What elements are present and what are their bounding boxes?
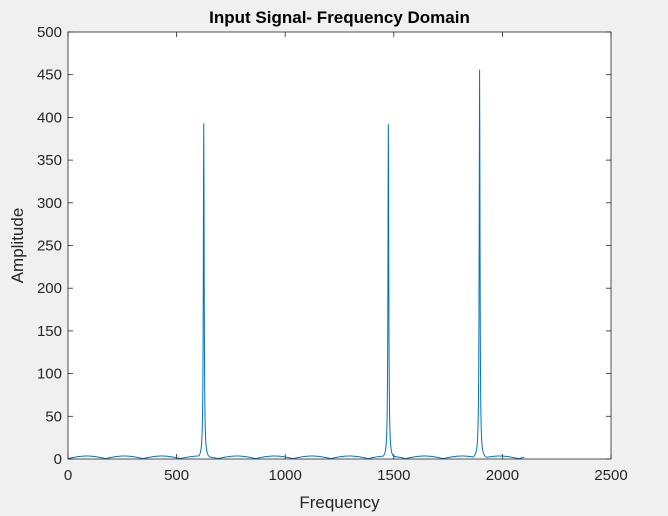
x-tick-label: 1000: [269, 467, 302, 484]
y-tick-label: 300: [37, 195, 62, 212]
y-axis-ticks: 0 50 100 150 200 250 300 350 400 450 500: [37, 24, 611, 468]
x-tick-label: 1500: [377, 467, 410, 484]
y-tick-label: 100: [37, 366, 62, 383]
y-tick-label: 150: [37, 323, 62, 340]
y-tick-label: 350: [37, 152, 62, 169]
chart-title: Input Signal- Frequency Domain: [209, 8, 470, 27]
plot-border: [67, 31, 612, 460]
x-tick-label: 500: [164, 467, 189, 484]
x-tick-label: 2000: [486, 467, 519, 484]
y-tick-label: 200: [37, 280, 62, 297]
y-axis-label: Amplitude: [8, 208, 27, 284]
x-axis-ticks: 0 500 1000 1500 2000 2500: [64, 32, 628, 484]
y-tick-label: 450: [37, 67, 62, 84]
y-tick-label: 0: [54, 451, 62, 468]
x-tick-label: 2500: [594, 467, 627, 484]
y-tick-label: 250: [37, 238, 62, 255]
y-tick-label: 50: [45, 408, 62, 425]
plot-area: [68, 32, 611, 459]
x-tick-label: 0: [64, 467, 72, 484]
series-line: [67, 69, 525, 460]
y-tick-label: 400: [37, 109, 62, 126]
x-axis-label: Frequency: [299, 493, 380, 512]
y-tick-label: 500: [37, 24, 62, 41]
